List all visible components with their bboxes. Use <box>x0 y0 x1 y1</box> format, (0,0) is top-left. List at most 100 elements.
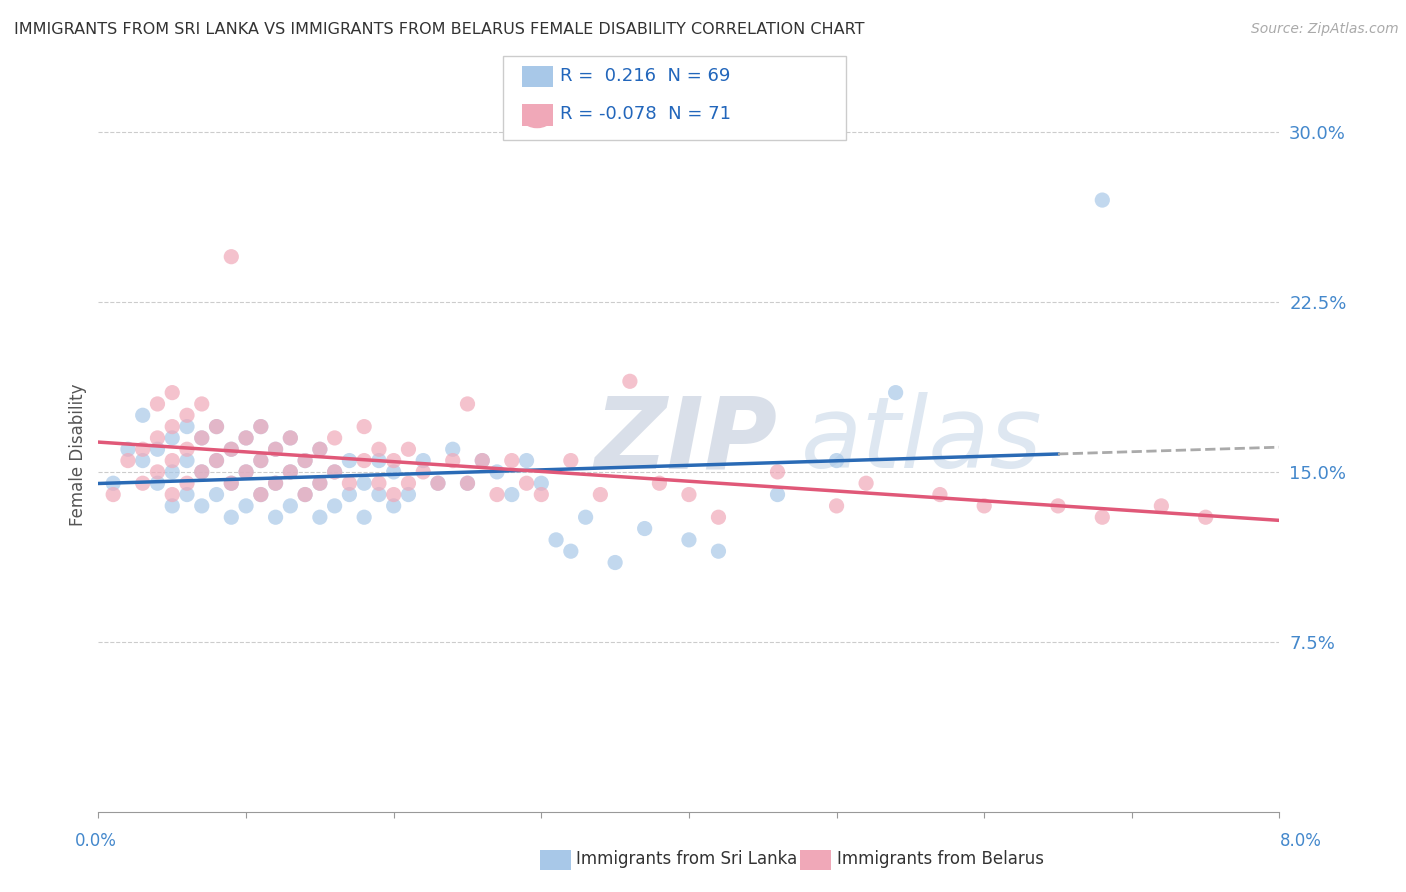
Point <box>560 453 582 467</box>
Point <box>308 510 332 524</box>
Point <box>855 476 877 491</box>
Point <box>235 465 257 479</box>
Point <box>205 453 228 467</box>
Point <box>146 431 169 445</box>
Point <box>162 419 183 434</box>
Point <box>308 476 332 491</box>
Point <box>162 431 183 445</box>
Point <box>294 487 316 501</box>
Point <box>426 476 449 491</box>
Point <box>515 476 537 491</box>
Point <box>766 465 789 479</box>
Point <box>766 487 789 501</box>
Point <box>353 476 375 491</box>
Point <box>132 409 155 423</box>
Point <box>396 487 419 501</box>
Point <box>589 487 612 501</box>
Point <box>456 397 478 411</box>
Point <box>162 385 183 400</box>
Point <box>176 476 198 491</box>
Point <box>294 453 316 467</box>
Point <box>426 476 449 491</box>
Point <box>219 510 242 524</box>
Point <box>264 476 287 491</box>
Point <box>235 431 257 445</box>
Point <box>191 431 214 445</box>
Point <box>412 453 434 467</box>
Text: IMMIGRANTS FROM SRI LANKA VS IMMIGRANTS FROM BELARUS FEMALE DISABILITY CORRELATI: IMMIGRANTS FROM SRI LANKA VS IMMIGRANTS … <box>14 22 865 37</box>
Point <box>530 476 553 491</box>
Point <box>471 453 494 467</box>
Point <box>441 453 464 467</box>
Point <box>323 465 346 479</box>
Point <box>456 476 478 491</box>
Text: ZIP: ZIP <box>595 392 778 489</box>
Point <box>146 442 169 457</box>
Text: R = -0.078  N = 71: R = -0.078 N = 71 <box>560 105 731 123</box>
Point <box>382 453 405 467</box>
Point <box>441 442 464 457</box>
Point <box>323 465 346 479</box>
Point <box>605 556 627 570</box>
Point <box>191 499 214 513</box>
Point <box>707 510 730 524</box>
Point <box>353 419 375 434</box>
Point <box>264 442 287 457</box>
Point <box>278 431 301 445</box>
Point <box>515 453 537 467</box>
Point <box>367 453 389 467</box>
Point <box>1150 499 1173 513</box>
Point <box>264 442 287 457</box>
Text: 0.0%: 0.0% <box>75 831 117 849</box>
Y-axis label: Female Disability: Female Disability <box>69 384 87 526</box>
Point <box>560 544 582 558</box>
Point <box>501 487 523 501</box>
Point <box>132 476 155 491</box>
Point <box>235 499 257 513</box>
Point <box>412 465 434 479</box>
Point <box>162 453 183 467</box>
Point <box>235 431 257 445</box>
Point <box>1091 193 1114 207</box>
Point <box>176 442 198 457</box>
Point <box>250 453 273 467</box>
Point <box>382 465 405 479</box>
Point <box>485 465 508 479</box>
Point <box>132 453 155 467</box>
Point <box>353 453 375 467</box>
Point <box>530 487 553 501</box>
Point <box>250 487 273 501</box>
Point <box>825 499 848 513</box>
Point <box>205 487 228 501</box>
Point <box>176 487 198 501</box>
Point <box>294 453 316 467</box>
Point <box>1194 510 1216 524</box>
Point <box>162 499 183 513</box>
Point <box>323 431 346 445</box>
Point <box>278 431 301 445</box>
Point <box>219 476 242 491</box>
Point <box>103 476 124 491</box>
Point <box>250 453 273 467</box>
Point <box>707 544 730 558</box>
Point <box>176 409 198 423</box>
Point <box>191 465 214 479</box>
Text: Source: ZipAtlas.com: Source: ZipAtlas.com <box>1251 22 1399 37</box>
Point <box>367 487 389 501</box>
Point <box>973 499 995 513</box>
Point <box>382 487 405 501</box>
Point <box>294 487 316 501</box>
Point <box>633 522 655 536</box>
Point <box>146 397 169 411</box>
Point <box>250 419 273 434</box>
Point <box>278 465 301 479</box>
Point <box>103 487 124 501</box>
Point <box>544 533 567 547</box>
Point <box>353 510 375 524</box>
Point <box>619 374 641 388</box>
Point <box>471 453 494 467</box>
Point <box>205 419 228 434</box>
Point <box>205 419 228 434</box>
Point <box>367 442 389 457</box>
Point <box>132 442 155 457</box>
